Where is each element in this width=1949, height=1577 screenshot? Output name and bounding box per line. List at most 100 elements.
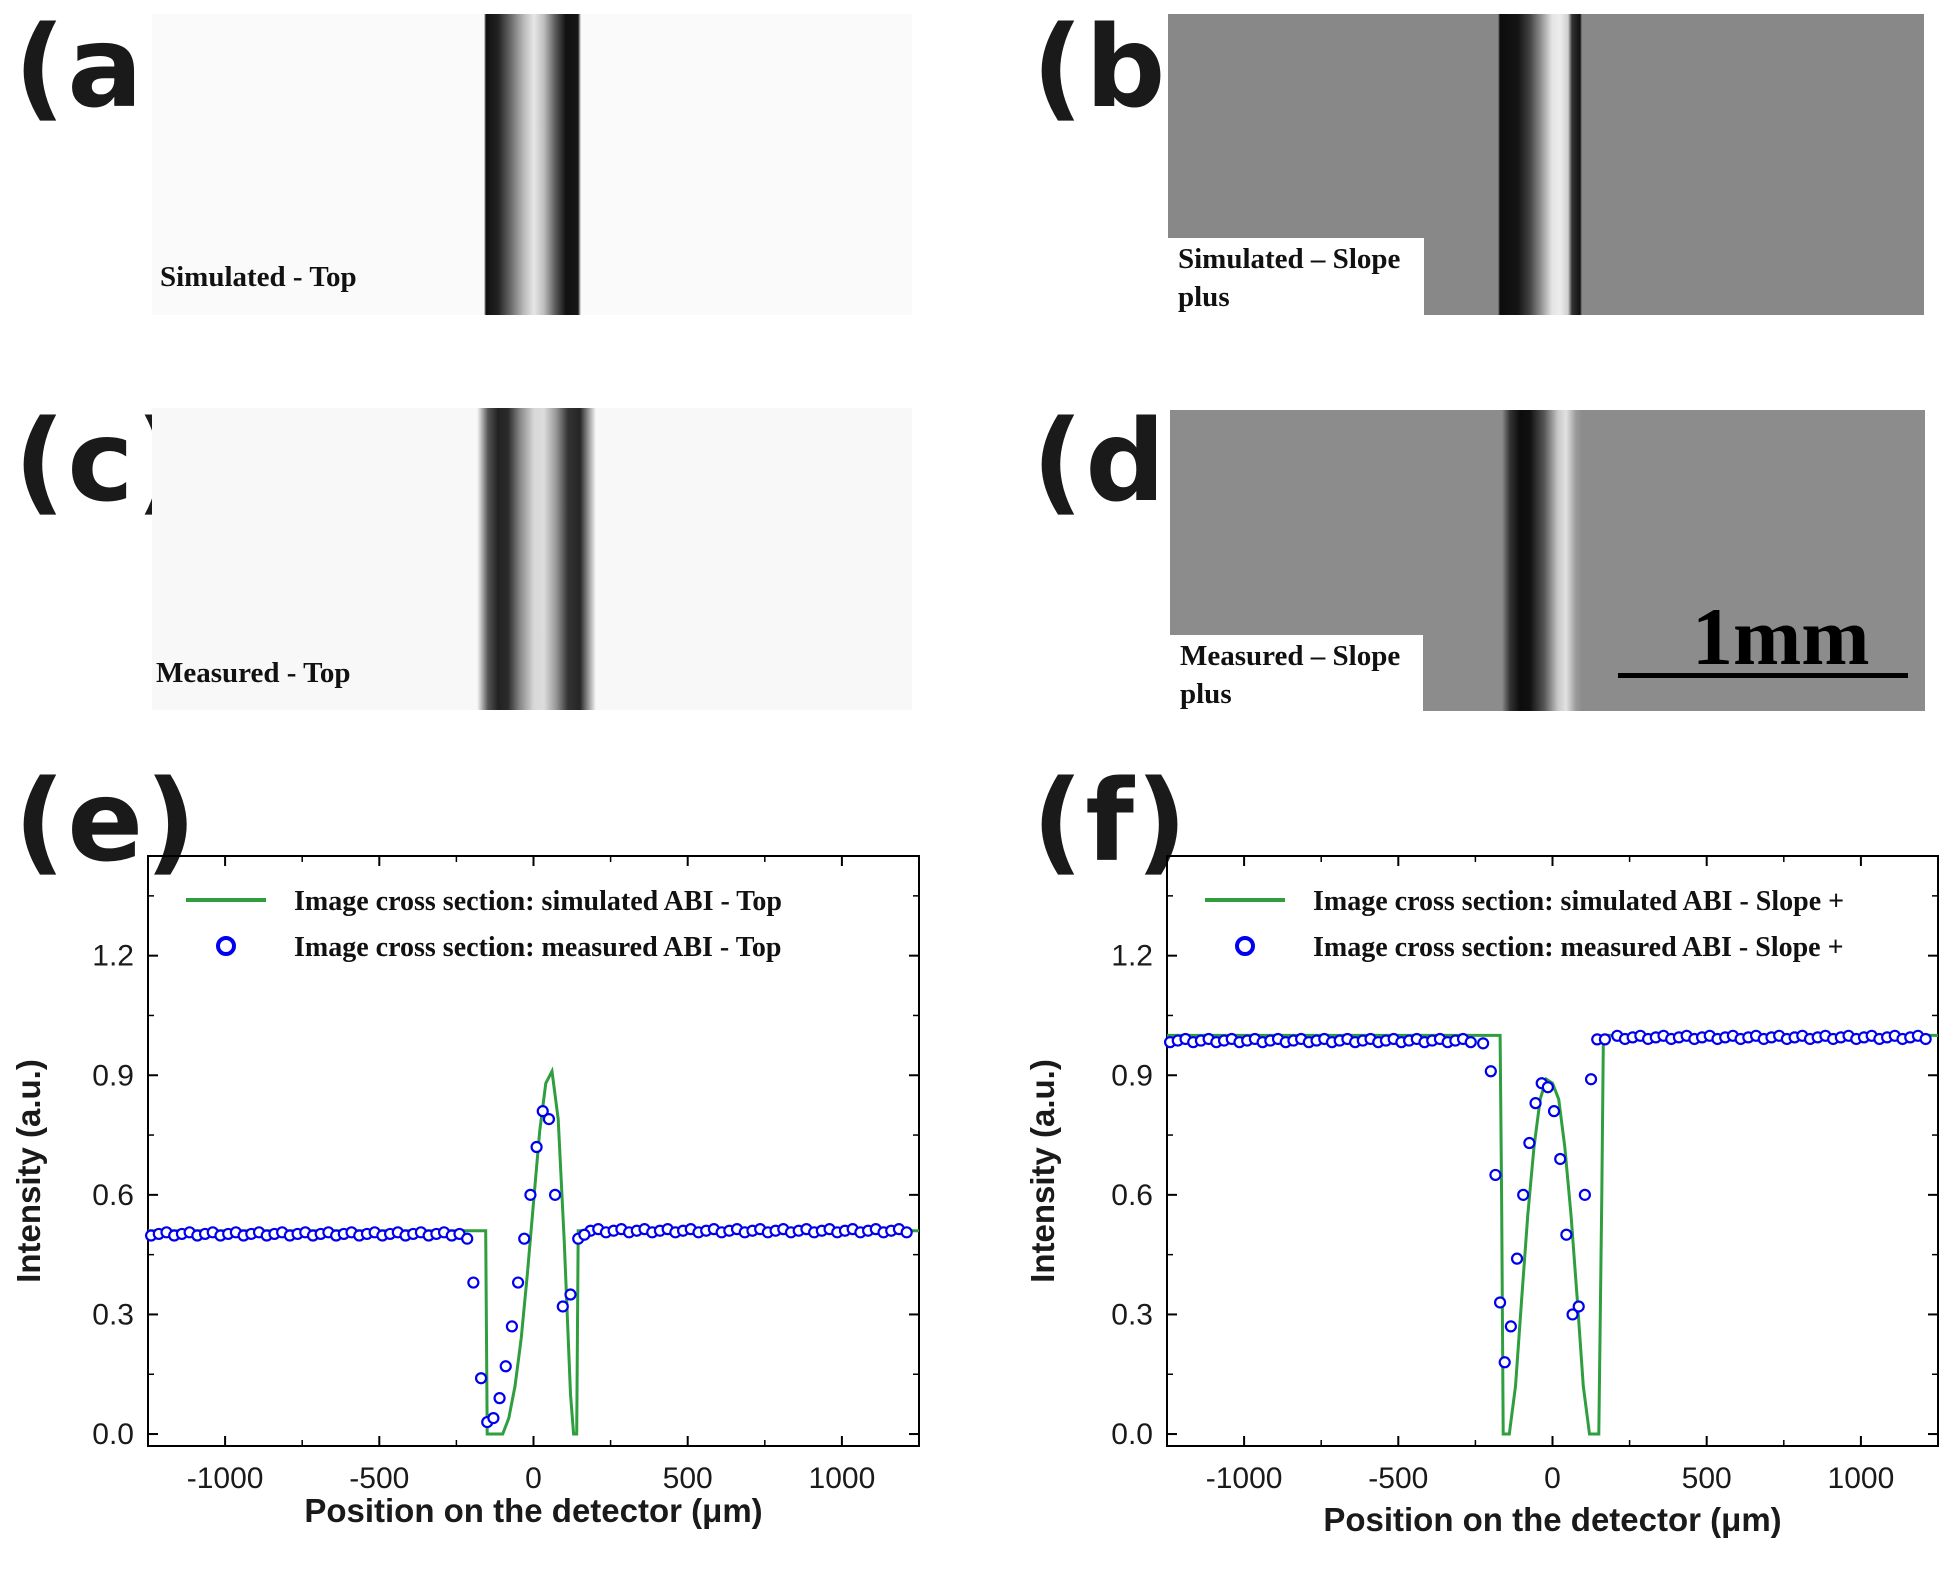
chart-f-measured-point bbox=[1325, 1036, 1339, 1049]
panel-f-letter: (f) bbox=[1032, 757, 1190, 887]
chart-e-measured-point bbox=[474, 1372, 488, 1385]
chart-f-measured-point bbox=[1834, 1031, 1847, 1044]
chart-f-measured-point bbox=[1591, 1033, 1604, 1046]
chart-f-measured-point bbox=[1765, 1031, 1778, 1044]
chart-f-measured-point bbox=[1418, 1036, 1431, 1049]
chart-f-measured-point bbox=[1341, 1032, 1354, 1046]
chart-f-measured-point bbox=[1356, 1034, 1369, 1047]
chart-e-measured-point bbox=[754, 1223, 767, 1236]
chart-f-measured-point bbox=[1395, 1036, 1408, 1049]
chart-f-measured-point bbox=[1584, 1073, 1598, 1086]
chart-e-measured-point bbox=[368, 1226, 381, 1239]
chart-e-measured-point bbox=[892, 1223, 906, 1236]
chart-e-measured-point bbox=[252, 1226, 266, 1239]
chart-e-measured-point bbox=[445, 1229, 458, 1242]
chart-e-measured-point bbox=[376, 1229, 389, 1242]
chart-f-ytick-label: 0.6 bbox=[1111, 1179, 1153, 1212]
chart-e-measured-point bbox=[738, 1226, 751, 1239]
chart-e-measured-point bbox=[276, 1226, 289, 1239]
chart-e-measured-point bbox=[422, 1229, 435, 1242]
chart-f-measured-point bbox=[1819, 1029, 1832, 1042]
chart-e-measured-point bbox=[414, 1226, 428, 1239]
chart-f-measured-point bbox=[1780, 1032, 1793, 1046]
panel-a-label: Simulated - Top bbox=[160, 261, 357, 293]
chart-f-ytick-label: 0.0 bbox=[1111, 1418, 1153, 1451]
chart-f-measured-point bbox=[1433, 1032, 1447, 1046]
chart-f-measured-point bbox=[1210, 1036, 1223, 1049]
chart-e-measured-point bbox=[399, 1229, 412, 1242]
chart-e-measured-point bbox=[623, 1226, 636, 1239]
chart-e-measured-point bbox=[869, 1223, 882, 1236]
chart-e-legend-label-simulated: Image cross section: simulated ABI - Top bbox=[294, 886, 782, 917]
chart-e-measured-point bbox=[493, 1392, 506, 1405]
chart-f-measured-point bbox=[1517, 1188, 1530, 1201]
chart-f-measured-point bbox=[1904, 1031, 1917, 1044]
chart-e-measured-point bbox=[769, 1224, 782, 1237]
chart-f-measured-point bbox=[1379, 1034, 1393, 1047]
scale-bar bbox=[1618, 673, 1908, 678]
chart-e-measured-point bbox=[536, 1105, 549, 1118]
chart-e-measured-point bbox=[761, 1226, 774, 1239]
chart-e-measured-point bbox=[322, 1226, 335, 1239]
chart-f-measured-point bbox=[1598, 1033, 1612, 1046]
chart-f-measured-point bbox=[1171, 1034, 1184, 1047]
chart-e-xlabel: Position on the detector (μm) bbox=[304, 1492, 762, 1529]
chart-e-measured-point bbox=[630, 1224, 643, 1237]
chart-f-xtick-label: 1000 bbox=[1828, 1462, 1895, 1495]
chart-f-measured-point bbox=[1498, 1356, 1511, 1369]
chart-e-xtick-label: 0 bbox=[525, 1462, 542, 1495]
chart-e-measured-point bbox=[542, 1113, 556, 1126]
chart-e-measured-point bbox=[676, 1224, 690, 1237]
chart-f-measured-point bbox=[1233, 1036, 1246, 1049]
chart-e-measured-point bbox=[584, 1224, 597, 1237]
chart-e-measured-point bbox=[330, 1229, 343, 1242]
chart-e-measured-point bbox=[306, 1229, 320, 1242]
chart-f-xtick-label: -1000 bbox=[1206, 1462, 1283, 1495]
chart-f-measured-point bbox=[1757, 1032, 1770, 1046]
chart-e-ylabel: Intensity (a.u.) bbox=[10, 1059, 47, 1283]
chart-e-measured-point bbox=[467, 1276, 480, 1289]
chart-f-measured-point bbox=[1695, 1031, 1709, 1044]
chart-f-measured-point bbox=[1489, 1168, 1502, 1182]
chart-e-measured-point bbox=[556, 1300, 569, 1313]
chart-f-measured-point bbox=[1541, 1081, 1554, 1094]
chart-f-measured-point bbox=[1734, 1032, 1747, 1046]
chart-f-measured-point bbox=[1711, 1032, 1724, 1046]
chart-f-measured-point bbox=[1649, 1031, 1662, 1044]
chart-f-measured-point bbox=[1554, 1152, 1567, 1166]
chart-f-measured-point bbox=[1535, 1077, 1548, 1090]
chart-f-measured-point bbox=[1881, 1031, 1894, 1044]
chart-f-measured-point bbox=[1202, 1032, 1215, 1046]
chart-e-measured-point bbox=[222, 1227, 235, 1241]
chart-f-measured-point bbox=[1310, 1034, 1323, 1047]
chart-e-measured-point bbox=[564, 1288, 577, 1301]
panel-d-label: Measured – Slope plus bbox=[1170, 635, 1423, 711]
chart-f-measured-point bbox=[1364, 1032, 1377, 1046]
chart-f-measured-point bbox=[1572, 1300, 1585, 1313]
chart-f-xtick-label: -500 bbox=[1368, 1462, 1428, 1495]
chart-e-measured-point bbox=[453, 1227, 466, 1241]
scale-bar-label: 1mm bbox=[1692, 591, 1870, 682]
chart-f-measured-point bbox=[1510, 1252, 1524, 1265]
chart-f-measured-point bbox=[1225, 1032, 1238, 1046]
chart-e-measured-point bbox=[877, 1226, 890, 1239]
chart-f-measured-point bbox=[1788, 1031, 1801, 1044]
chart-e-measured-point bbox=[669, 1226, 682, 1239]
chart-f-measured-point bbox=[1911, 1029, 1925, 1042]
chart-f-measured-point bbox=[1449, 1034, 1462, 1047]
chart-f-measured-point bbox=[1256, 1036, 1269, 1049]
chart-f-measured-point bbox=[1464, 1036, 1477, 1049]
chart-f-measured-point bbox=[1333, 1034, 1346, 1047]
chart-e-measured-point bbox=[314, 1227, 327, 1241]
chart-f-measured-point bbox=[1402, 1034, 1416, 1047]
panel-b-label-line1: Simulated – Slope bbox=[1178, 243, 1401, 275]
panel-d-label-line2: plus bbox=[1180, 678, 1232, 710]
chart-e-measured-point bbox=[198, 1227, 212, 1241]
chart-f-measured-point bbox=[1372, 1036, 1385, 1049]
chart-f-frame bbox=[1166, 855, 1939, 1447]
chart-f-ytick-label: 0.9 bbox=[1111, 1059, 1153, 1092]
chart-f-ytick-label: 0.3 bbox=[1111, 1298, 1153, 1331]
chart-e-measured-point bbox=[599, 1226, 613, 1239]
chart-f-measured-point bbox=[1811, 1031, 1824, 1044]
chart-f-legend-label-measured: Image cross section: measured ABI - Slop… bbox=[1313, 932, 1844, 963]
